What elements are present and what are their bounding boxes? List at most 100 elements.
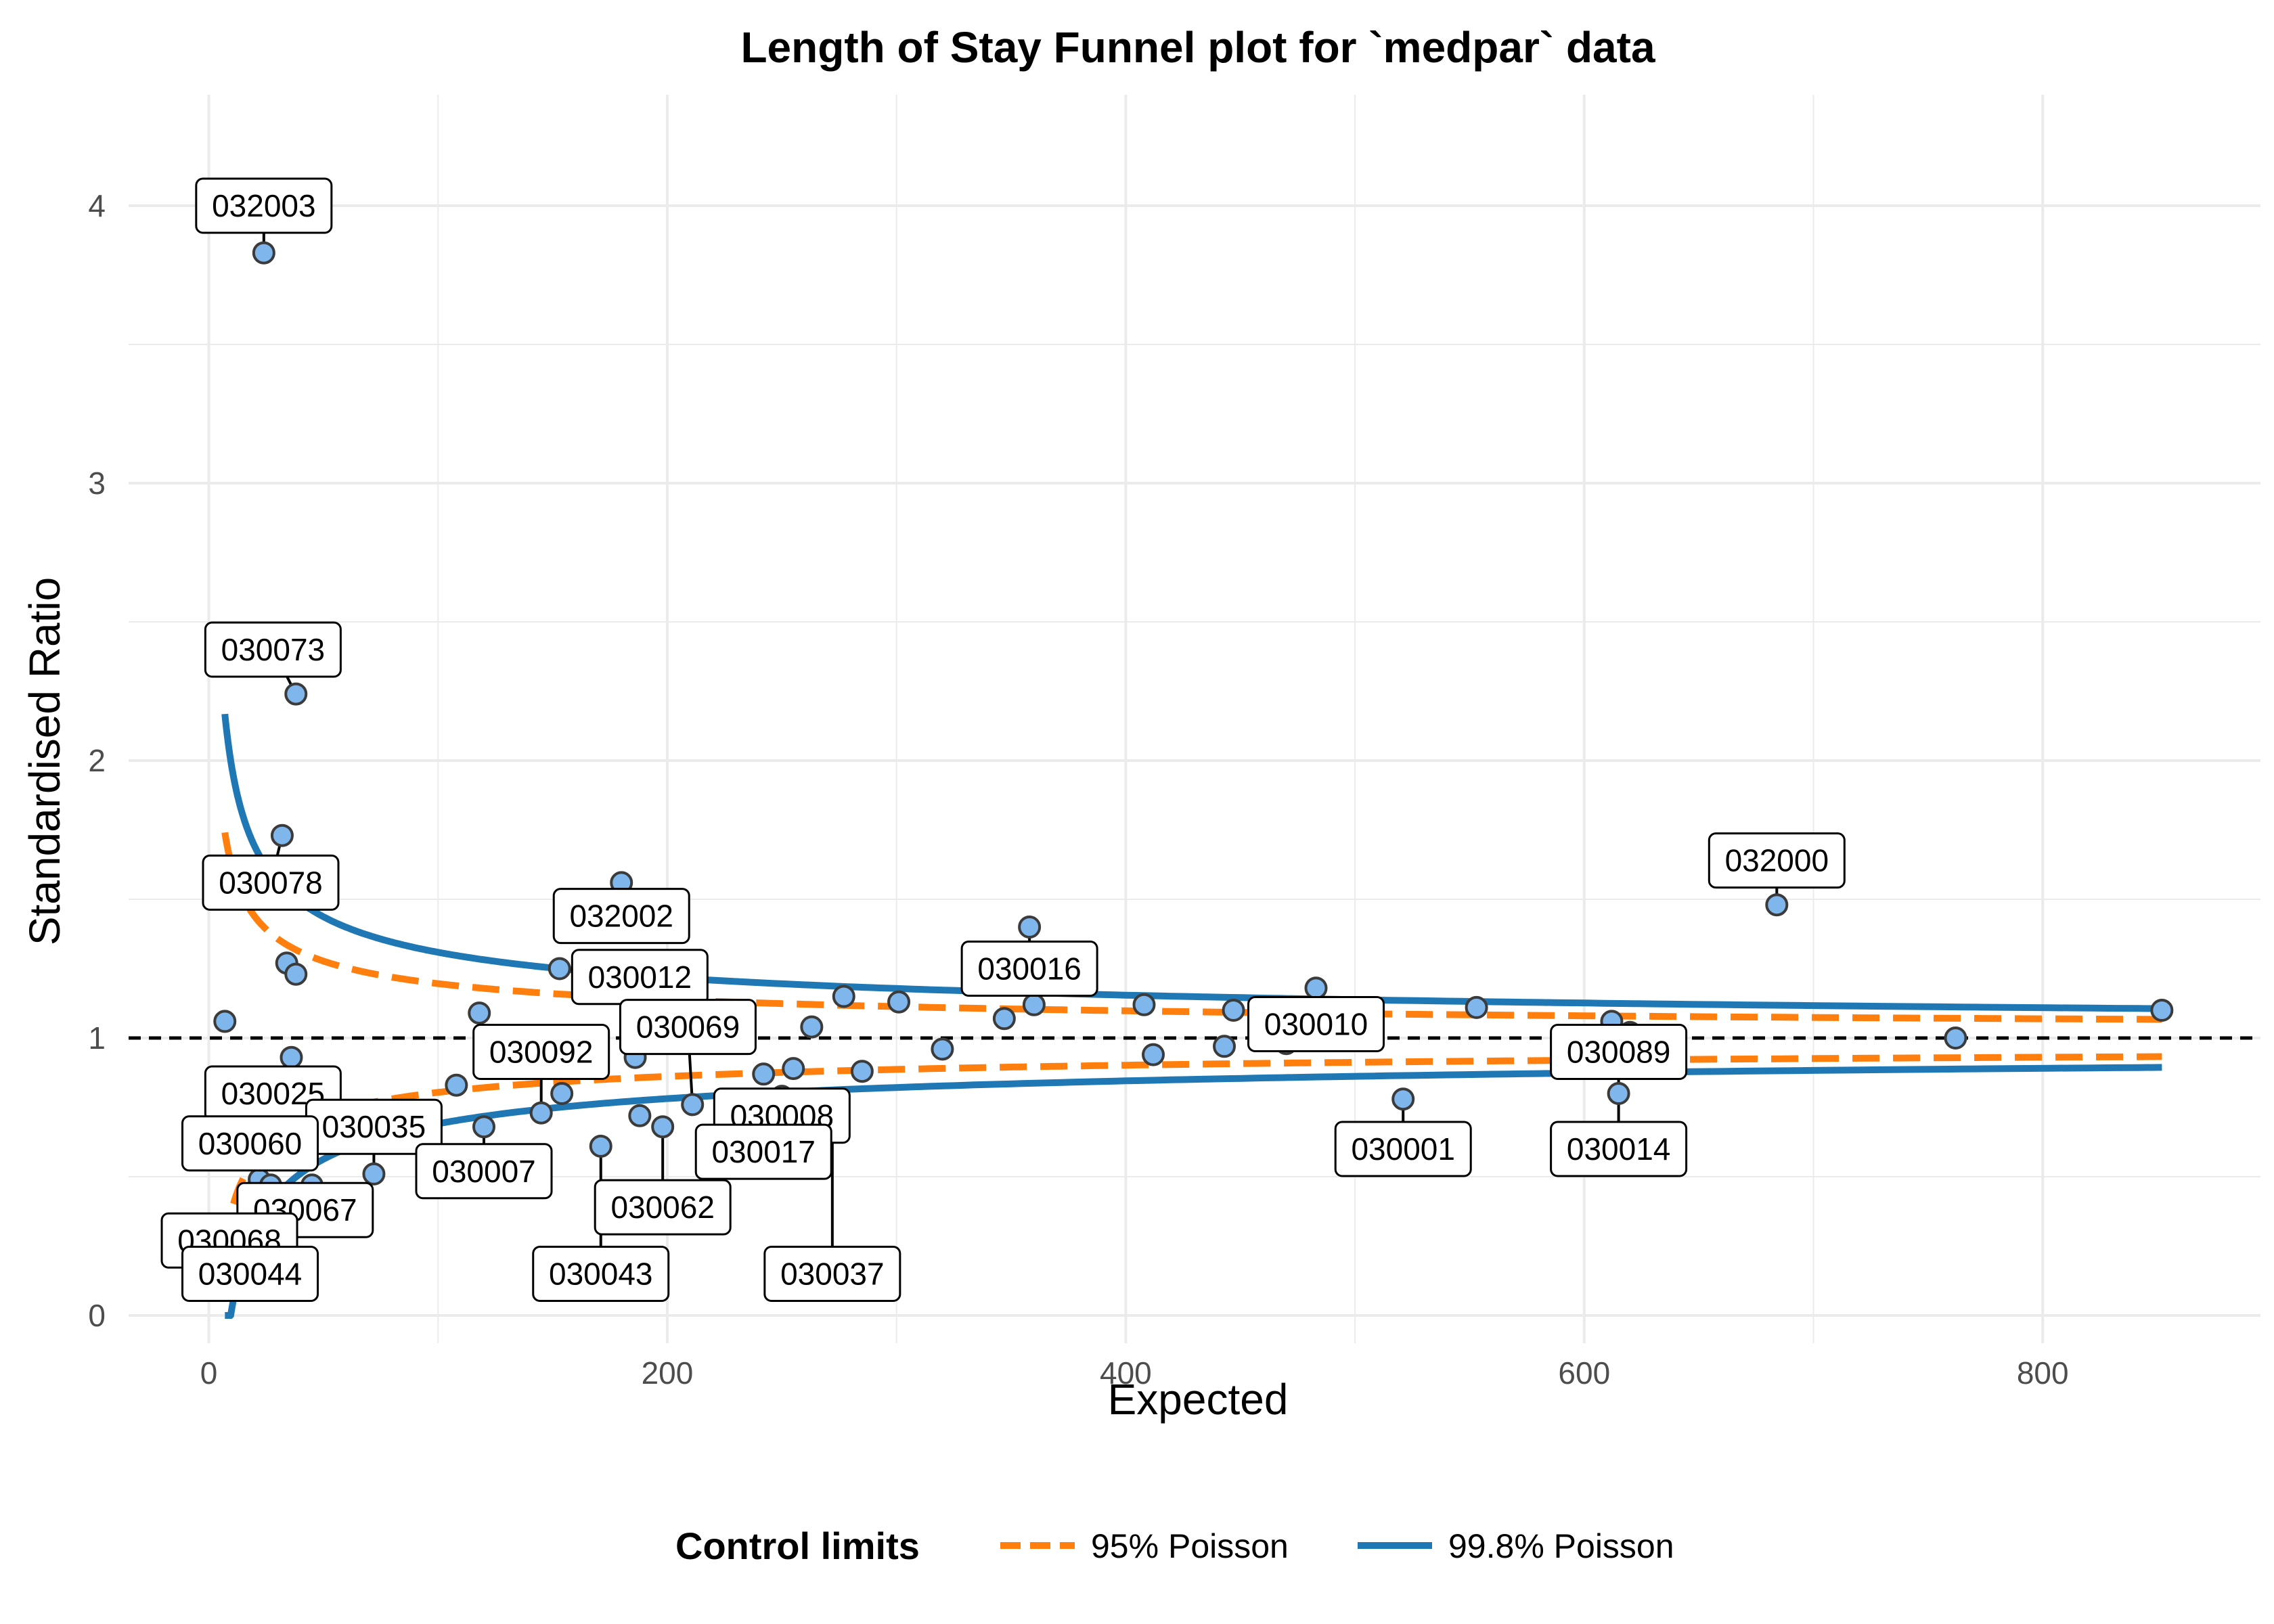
axis-ticks: 0 200 400 600 800 0 1 2 3 4: [88, 188, 2068, 1391]
legend-title: Control limits: [675, 1525, 920, 1567]
data-point: [681, 1093, 705, 1116]
x-tick-label: 200: [642, 1355, 694, 1391]
data-point: [887, 990, 911, 1014]
point-label: 030069: [619, 999, 757, 1056]
x-axis-title: Expected: [1108, 1375, 1289, 1424]
point-label: 032000: [1708, 832, 1846, 889]
point-label: 030089: [1550, 1024, 1688, 1080]
point-label: 030001: [1334, 1121, 1472, 1177]
point-label: 030062: [594, 1179, 732, 1236]
x-tick-label: 600: [1558, 1355, 1610, 1391]
label-text: 030035: [322, 1109, 426, 1144]
legend: Control limits 95% Poisson 99.8% Poisson: [675, 1525, 1674, 1567]
label-text: 030037: [780, 1257, 885, 1292]
point-label: 030012: [571, 949, 709, 1006]
data-point: [1607, 1082, 1630, 1105]
label-text: 030062: [610, 1190, 715, 1225]
point-labels: 032003 030073 030078 032002 030012 030069 0300…: [160, 177, 1846, 1302]
y-tick-label: 4: [88, 188, 106, 223]
y-tick-label: 1: [88, 1020, 106, 1056]
label-box: [472, 1024, 610, 1080]
data-point: [529, 1101, 553, 1125]
data-point: [1222, 999, 1245, 1022]
label-text: 030007: [432, 1154, 536, 1189]
data-point: [752, 1062, 776, 1086]
point-label: 030073: [204, 621, 342, 678]
point-label: 030007: [415, 1143, 553, 1200]
y-tick-label: 0: [88, 1298, 106, 1333]
label-box: [532, 1246, 670, 1302]
label-box: [1550, 1024, 1688, 1080]
data-point: [1018, 916, 1042, 939]
label-box: [195, 177, 333, 234]
data-point: [850, 1060, 874, 1083]
limit-95-upper: [221, 832, 2162, 1023]
point-label: 030010: [1247, 996, 1385, 1052]
data-point: [589, 1134, 612, 1158]
data-point: [472, 1115, 495, 1139]
label-text: 030012: [588, 960, 692, 995]
data-point: [1213, 1035, 1236, 1058]
point-label: 030092: [472, 1024, 610, 1080]
label-text: 030010: [1264, 1007, 1368, 1042]
data-point: [213, 1010, 237, 1033]
data-point: [1142, 1043, 1165, 1066]
data-point: [362, 1162, 386, 1186]
data-point: [252, 241, 275, 265]
label-box: [181, 1246, 319, 1302]
label-leaders: [228, 206, 1779, 1274]
data-point: [445, 1073, 468, 1097]
label-text: 030089: [1567, 1035, 1671, 1070]
data-point: [1944, 1027, 1967, 1050]
data-point: [284, 682, 308, 706]
data-point: [832, 985, 855, 1008]
label-text: 030073: [221, 632, 326, 667]
x-tick-label: 0: [200, 1355, 218, 1391]
point-label: 030035: [305, 1098, 443, 1155]
point-label: 030060: [181, 1115, 319, 1172]
data-point: [992, 1007, 1016, 1031]
limit-95-lower: [221, 1053, 2162, 1244]
point-label: 030016: [960, 941, 1098, 997]
label-box: [1550, 1121, 1688, 1177]
data-point: [1391, 1087, 1415, 1111]
data-point: [782, 1057, 805, 1081]
label-text: 030078: [219, 865, 323, 900]
point-label: 032003: [195, 177, 333, 234]
point-label: 030017: [694, 1123, 832, 1180]
limit-998-upper: [221, 713, 2162, 1012]
legend-label-95: 95% Poisson: [1091, 1527, 1289, 1565]
label-box: [415, 1143, 553, 1200]
point-label: 030078: [202, 854, 340, 911]
label-text: 032000: [1725, 843, 1829, 878]
x-tick-label: 400: [1100, 1355, 1152, 1391]
label-box: [1334, 1121, 1472, 1177]
data-point: [548, 957, 571, 980]
label-text: 030092: [489, 1035, 594, 1070]
label-text: 030001: [1351, 1131, 1455, 1167]
point-label: 030037: [763, 1246, 901, 1302]
label-text: 030014: [1567, 1131, 1671, 1167]
data-point: [800, 1015, 824, 1039]
data-point: [550, 1082, 574, 1105]
label-text: 032002: [569, 899, 673, 934]
data-point: [284, 962, 308, 986]
data-point: [1132, 993, 1156, 1016]
label-box: [594, 1179, 732, 1236]
data-point: [2150, 999, 2174, 1022]
label-text: 030043: [549, 1257, 653, 1292]
label-box: [552, 888, 690, 945]
label-box: [763, 1246, 901, 1302]
point-label: 030043: [532, 1246, 670, 1302]
x-tick-label: 800: [2017, 1355, 2069, 1391]
control-limits: [221, 713, 2162, 1319]
legend-label-998: 99.8% Poisson: [1448, 1527, 1674, 1565]
y-tick-label: 2: [88, 743, 106, 778]
point-label: 030014: [1550, 1121, 1688, 1177]
data-point: [1304, 976, 1328, 1000]
chart-title: Length of Stay Funnel plot for `medpar` …: [740, 23, 1655, 72]
point-label: 030044: [181, 1246, 319, 1302]
data-point: [280, 1045, 303, 1069]
data-point: [931, 1037, 954, 1061]
